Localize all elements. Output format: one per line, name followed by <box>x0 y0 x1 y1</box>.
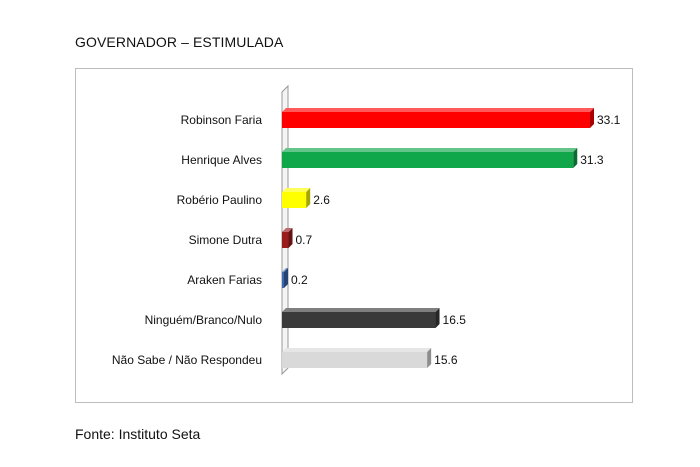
bar-side <box>435 308 440 328</box>
bar-front <box>282 192 307 208</box>
bar-4 <box>282 228 293 248</box>
bar-front <box>282 232 289 248</box>
value-label: 31.3 <box>580 153 604 167</box>
category-label: Robério Paulino <box>177 193 263 207</box>
bar-5 <box>282 268 288 288</box>
source-note: Fonte: Instituto Seta <box>75 426 201 442</box>
value-label: 0.7 <box>296 233 313 247</box>
bar-front <box>282 152 574 168</box>
value-labels: 33.1 31.3 2.6 0.7 0.2 16.5 15.6 <box>291 113 621 367</box>
bars-group <box>282 108 594 368</box>
value-label: 2.6 <box>313 193 330 207</box>
value-label: 0.2 <box>291 273 308 287</box>
chart-frame <box>75 68 633 403</box>
bar-side <box>288 228 293 248</box>
bar-side <box>573 148 578 168</box>
bar-top <box>282 108 594 112</box>
bar-2 <box>282 148 578 168</box>
bar-top <box>282 148 578 152</box>
bar-1 <box>282 108 594 128</box>
bar-side <box>284 268 288 288</box>
bar-top <box>282 348 432 352</box>
value-label: 16.5 <box>443 313 467 327</box>
bar-top <box>282 188 311 192</box>
bar-front <box>282 312 436 328</box>
bar-6 <box>282 308 440 328</box>
bar-front <box>282 352 428 368</box>
category-label: Não Sabe / Não Respondeu <box>112 353 262 367</box>
bar-front <box>282 272 284 288</box>
chart-title: GOVERNADOR – ESTIMULADA <box>75 34 284 50</box>
bar-side <box>427 348 432 368</box>
category-labels: Robinson Faria Henrique Alves Robério Paul… <box>112 113 262 367</box>
category-label: Araken Farias <box>187 273 262 287</box>
bar-side <box>590 108 594 128</box>
category-label: Simone Dutra <box>189 233 263 247</box>
bar-top <box>282 268 288 272</box>
bar-7 <box>282 348 432 368</box>
value-label: 15.6 <box>434 353 458 367</box>
category-label: Henrique Alves <box>181 153 262 167</box>
bar-side <box>306 188 311 208</box>
bar-3 <box>282 188 311 208</box>
category-label: Robinson Faria <box>181 113 263 127</box>
bar-top <box>282 228 293 232</box>
category-label: Ninguém/Branco/Nulo <box>145 313 263 327</box>
bar-front <box>282 112 590 128</box>
value-label: 33.1 <box>597 113 621 127</box>
bar-top <box>282 308 440 312</box>
